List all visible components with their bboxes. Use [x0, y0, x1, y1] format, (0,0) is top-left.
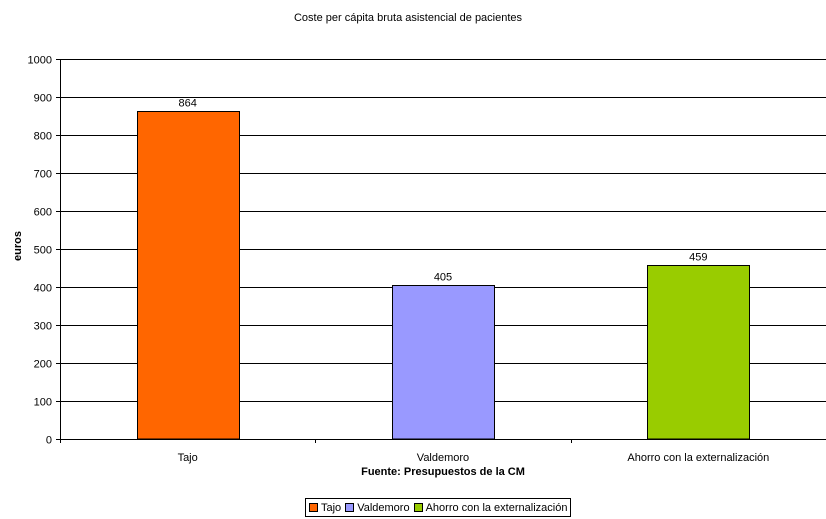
data-label-tajo: 864 — [178, 98, 196, 110]
bar-ahorro — [647, 265, 750, 440]
y-tick-label-100: 100 — [34, 397, 52, 409]
bar-tajo — [137, 111, 240, 440]
y-tick-label-1000: 1000 — [28, 55, 52, 67]
y-tick-label-800: 800 — [34, 131, 52, 143]
legend-item-tajo: Tajo — [309, 502, 341, 514]
y-tick-label-700: 700 — [34, 169, 52, 181]
y-tick-label-0: 0 — [46, 435, 52, 447]
legend-swatch-valdemoro — [345, 503, 355, 512]
legend: Tajo Valdemoro Ahorro con la externaliza… — [305, 498, 572, 517]
y-axis-label: euros — [12, 231, 24, 261]
legend-label-tajo: Tajo — [321, 501, 342, 514]
data-label-valdemoro: 405 — [434, 272, 452, 284]
bars — [137, 111, 750, 440]
legend-label-valdemoro: Valdemoro — [357, 501, 410, 514]
y-tick-label-600: 600 — [34, 207, 52, 219]
x-tick-label-valdemoro: Valdemoro — [417, 452, 469, 464]
x-axis-label: Fuente: Presupuestos de la CM — [361, 466, 525, 478]
y-tick-label-300: 300 — [34, 321, 52, 333]
y-tick-label-200: 200 — [34, 359, 52, 371]
bar-valdemoro — [392, 285, 495, 440]
legend-swatch-tajo — [309, 503, 318, 512]
y-tick-label-500: 500 — [34, 245, 52, 257]
x-tick-label-tajo: Tajo — [178, 452, 198, 464]
y-tick-label-900: 900 — [34, 93, 52, 105]
legend-label-ahorro: Ahorro con la externalización — [425, 501, 568, 514]
data-labels: 864 405 459 — [178, 98, 707, 284]
y-tick-label-400: 400 — [34, 283, 52, 295]
chart-title: Coste per cápita bruta asistencial de pa… — [293, 12, 523, 24]
legend-item-ahorro: Ahorro con la externalización — [413, 501, 568, 514]
legend-swatch-ahorro — [413, 503, 423, 512]
legend-item-valdemoro: Valdemoro — [345, 501, 410, 514]
data-label-ahorro: 459 — [689, 252, 707, 264]
x-tick-label-ahorro: Ahorro con la externalización — [627, 452, 769, 464]
